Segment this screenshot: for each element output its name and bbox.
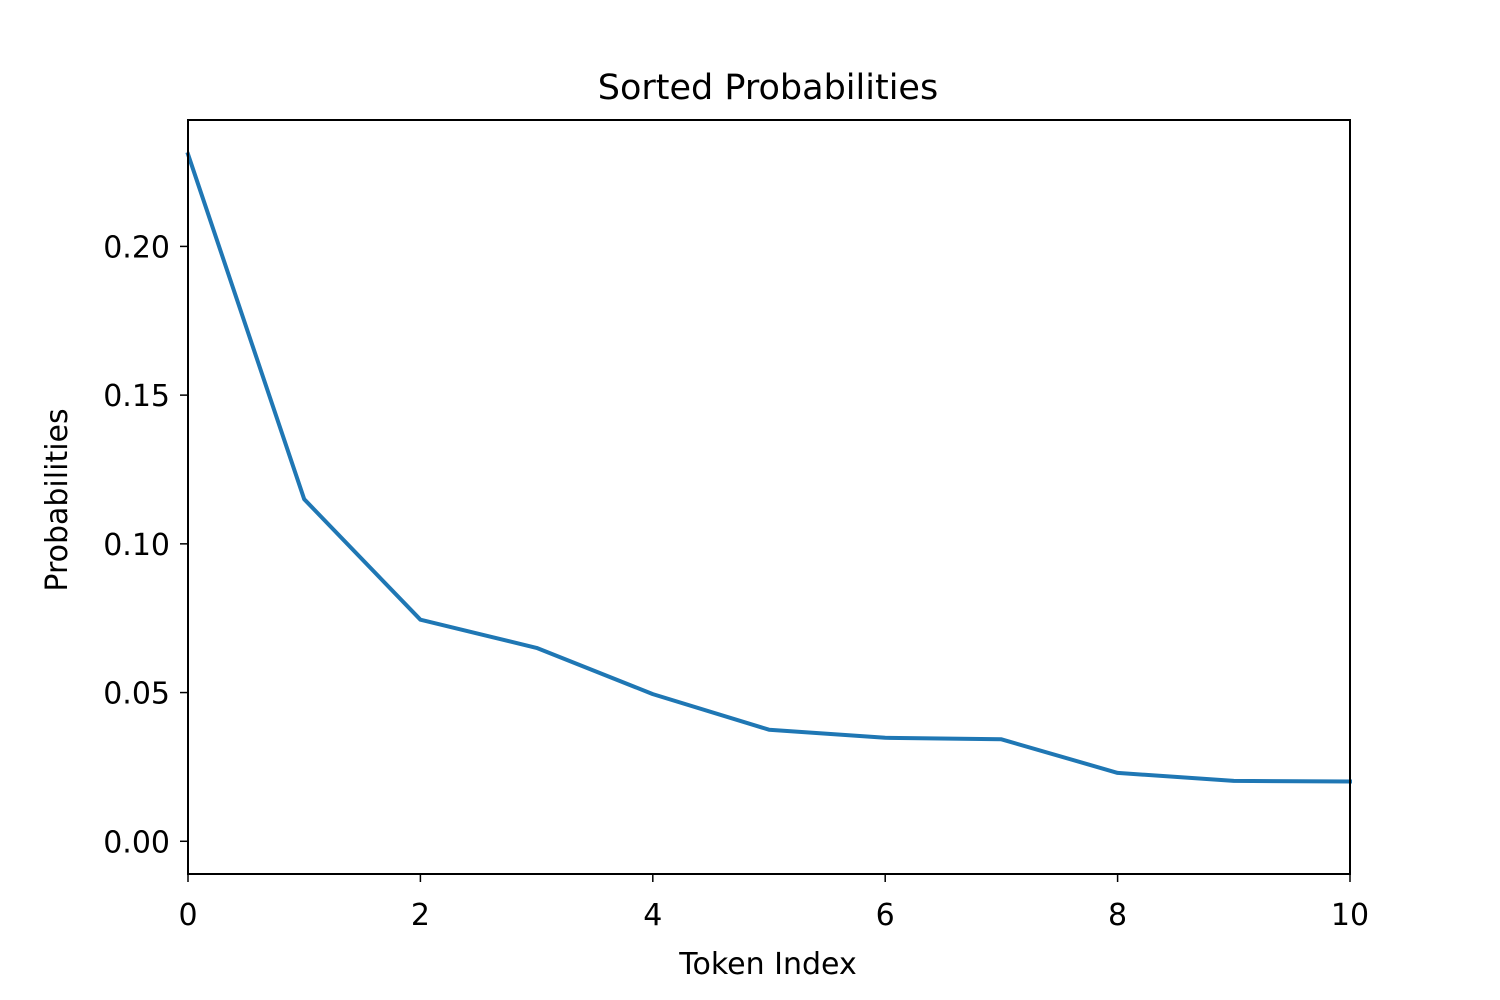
x-tick-label: 4 bbox=[643, 898, 662, 933]
y-tick-label: 0.10 bbox=[103, 528, 170, 563]
x-tick-label: 10 bbox=[1331, 898, 1369, 933]
plot-area-frame bbox=[187, 119, 1351, 875]
series-layer bbox=[185, 151, 1353, 784]
x-tick-label: 6 bbox=[876, 898, 895, 933]
y-tick-label: 0.00 bbox=[103, 825, 170, 860]
chart-title: Sorted Probabilities bbox=[598, 68, 938, 108]
x-tick-label: 8 bbox=[1108, 898, 1127, 933]
x-tick-label: 2 bbox=[411, 898, 430, 933]
y-axis-ticks: 0.00 0.05 0.10 0.15 0.20 bbox=[103, 230, 188, 860]
x-axis-ticks: 0 2 4 6 8 10 bbox=[178, 874, 1369, 933]
y-tick-label: 0.05 bbox=[103, 677, 170, 712]
x-tick-label: 0 bbox=[178, 898, 197, 933]
y-tick-label: 0.20 bbox=[103, 230, 170, 265]
y-axis-label: Probabilities bbox=[40, 408, 75, 591]
series-line-0 bbox=[185, 151, 1353, 784]
x-axis-label: Token Index bbox=[678, 947, 856, 982]
y-tick-label: 0.15 bbox=[103, 379, 170, 414]
